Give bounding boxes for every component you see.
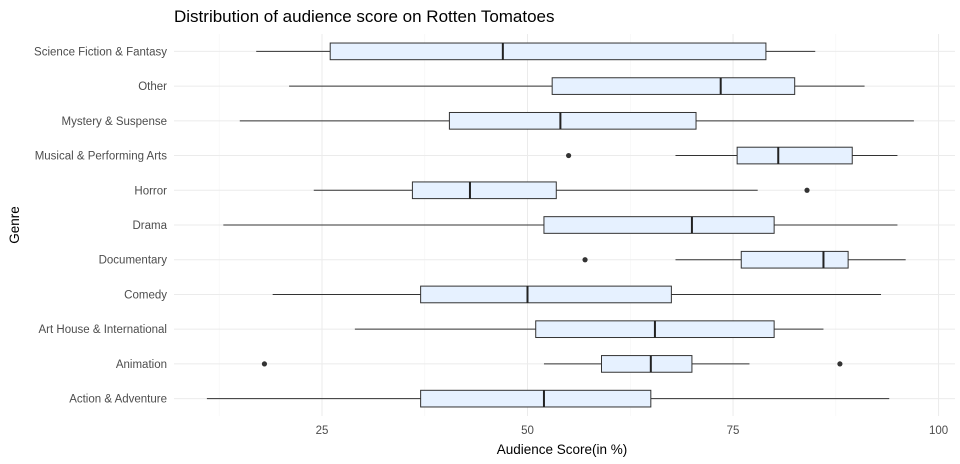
y-tick-label: Action & Adventure [69, 394, 167, 406]
box-group [582, 250, 906, 269]
box-layer [206, 42, 914, 408]
y-tick-labels: Action & Adventure Animation Art House & I… [34, 46, 168, 405]
box [411, 181, 557, 200]
y-tick-label: Musical & Performing Arts [35, 151, 168, 163]
y-tick-label: Drama [132, 220, 167, 232]
x-tick-labels: 25 50 75 100 [316, 425, 949, 437]
x-tick-label: 50 [521, 425, 534, 437]
box-group [261, 355, 843, 373]
y-tick-label: Comedy [124, 289, 167, 301]
y-tick-label: Mystery & Suspense [62, 116, 167, 128]
box [740, 250, 849, 269]
x-tick-label: 100 [929, 425, 948, 437]
y-tick-label: Documentary [99, 255, 168, 267]
x-tick-label: 75 [727, 425, 740, 437]
box [420, 285, 672, 304]
box [420, 389, 652, 408]
y-tick-label: Art House & International [39, 324, 168, 336]
box [600, 355, 693, 373]
y-axis-title: Genre [7, 206, 22, 244]
box-group [313, 181, 810, 200]
y-tick-label: Other [138, 81, 167, 93]
box-group [206, 389, 890, 408]
box-group [223, 216, 898, 234]
y-tick-label: Horror [134, 185, 167, 197]
box [736, 146, 853, 165]
y-tick-label: Science Fiction & Fantasy [34, 46, 167, 58]
x-tick-label: 25 [316, 425, 329, 437]
y-tick-label: Animation [116, 359, 167, 371]
box [551, 77, 796, 95]
outlier-point [582, 257, 588, 263]
outlier-point [566, 152, 572, 159]
outlier-point [837, 361, 843, 367]
box-group [256, 42, 816, 61]
chart-title: Distribution of audience score on Rotten… [174, 7, 555, 26]
box [329, 42, 767, 61]
box [543, 216, 775, 234]
x-axis-title: Audience Score(in %) [497, 442, 628, 457]
box-group [239, 111, 914, 130]
box-group [272, 285, 882, 304]
box-group [566, 146, 898, 165]
box-group [354, 320, 824, 339]
outlier-point [804, 187, 810, 193]
box-group [289, 77, 865, 95]
box [448, 111, 697, 130]
outlier-point [261, 361, 268, 367]
